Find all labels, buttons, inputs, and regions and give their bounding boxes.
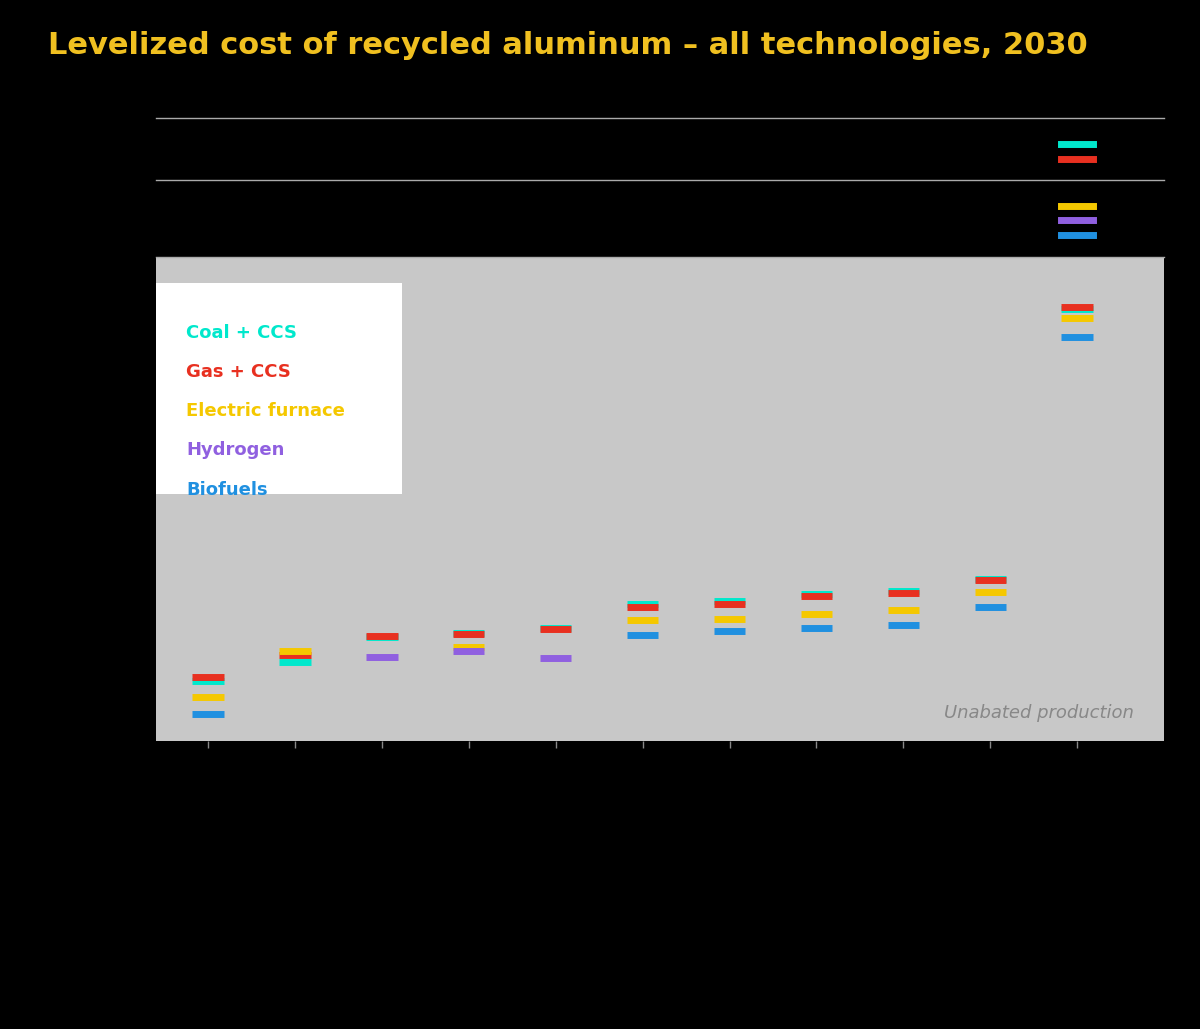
Text: Levelized cost of recycled aluminum – all technologies, 2030: Levelized cost of recycled aluminum – al… [48,31,1087,60]
Text: Electric furnace: Electric furnace [186,402,344,420]
Text: Unabated production: Unabated production [944,704,1134,721]
Text: Gas + CCS: Gas + CCS [186,363,290,381]
Text: Hydrogen: Hydrogen [186,441,284,459]
Text: Biofuels: Biofuels [186,481,268,498]
Text: Coal + CCS: Coal + CCS [186,324,298,342]
